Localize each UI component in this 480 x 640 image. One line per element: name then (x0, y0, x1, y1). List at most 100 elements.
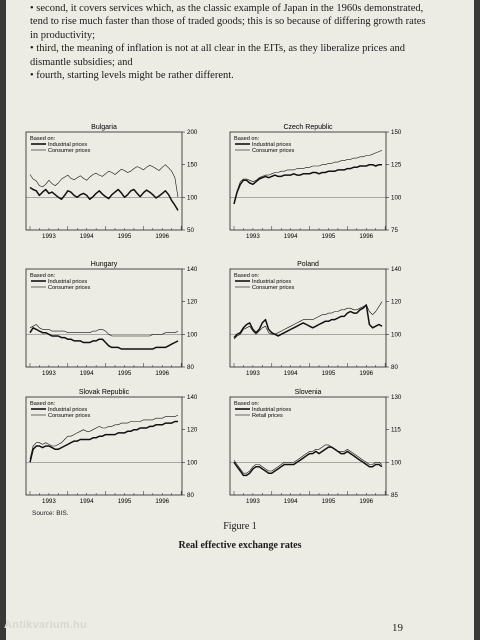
figure-title: Real effective exchange rates (178, 540, 302, 551)
body-paragraph-1: • second, it covers services which, as t… (30, 3, 426, 41)
series-line-consumer-prices (233, 150, 383, 203)
chart-title: Slovenia (295, 389, 322, 396)
x-tick-label: 1995 (118, 370, 132, 377)
body-paragraph-3: • fourth, starting levels might be rathe… (30, 70, 234, 82)
chart-svg: Hungary Based on:Industrial pricesConsume… (25, 261, 198, 377)
plot-frame (25, 131, 183, 231)
x-tick-label: 1995 (322, 498, 336, 505)
book-page: • second, it covers services which, as t… (6, 0, 474, 640)
chart-slovenia: Slovenia Based on: Industrial prices Retail… (226, 383, 436, 518)
chart-czech-republic: Czech Republic Based on: Industrial prices… (226, 118, 436, 253)
x-tick-label: 1995 (118, 233, 132, 240)
plot-frame (229, 268, 387, 368)
source-note: Source: BIS. (32, 510, 69, 517)
series-line-consumer-prices (29, 414, 179, 460)
y-tick-label: 100 (187, 194, 198, 201)
x-tick-label: 1996 (359, 498, 373, 505)
series-line-industrial-prices (233, 163, 382, 205)
plot-frame (25, 268, 183, 368)
x-tick-label: 1996 (155, 233, 169, 240)
legend-entry: Industrial prices (48, 407, 87, 413)
x-tick-label: 1993 (246, 233, 260, 240)
plot-frame (25, 396, 183, 496)
series-line-consumer-prices (29, 324, 179, 337)
legend-entry: Consumer prices (48, 148, 90, 154)
chart-svg: Slovenia Based on:Industrial pricesRetail… (229, 389, 402, 505)
y-tick-label: 120 (187, 299, 198, 306)
y-tick-label: 100 (187, 331, 198, 338)
x-tick-label: 1993 (42, 498, 56, 505)
x-tick-label: 1995 (322, 233, 336, 240)
y-tick-label: 80 (391, 364, 398, 371)
y-tick-label: 140 (187, 266, 198, 273)
chart-hungary: Hungary Based on: Industrial prices Consume… (22, 255, 232, 390)
y-tick-label: 120 (187, 427, 198, 434)
series-line-consumer-prices (233, 301, 383, 340)
x-tick-label: 1994 (284, 233, 298, 240)
plot-frame (229, 131, 387, 231)
y-tick-label: 125 (391, 162, 402, 169)
legend-entry: Consumer prices (48, 413, 90, 419)
x-tick-label: 1993 (246, 498, 260, 505)
series-line-industrial-prices (29, 186, 179, 211)
y-tick-label: 85 (391, 492, 398, 499)
x-tick-label: 1993 (42, 370, 56, 377)
legend-entry: Industrial prices (252, 142, 291, 148)
y-tick-label: 80 (187, 364, 194, 371)
x-tick-label: 1996 (155, 370, 169, 377)
legend-header: Based on: (234, 136, 260, 142)
chart-slovak-republic: Slovak Republic Based on: Industrial price… (22, 383, 232, 518)
series-line-industrial-prices (29, 327, 179, 350)
watermark: Antikvarium.hu (4, 619, 87, 631)
series-line-industrial-prices (233, 304, 383, 339)
y-tick-label: 100 (391, 194, 402, 201)
y-tick-label: 150 (187, 162, 198, 169)
x-tick-label: 1994 (80, 370, 94, 377)
chart-svg: Czech Republic Based on:Industrial prices… (229, 124, 402, 240)
legend-header: Based on: (30, 136, 56, 142)
legend-entry: Retail prices (252, 413, 283, 419)
y-tick-label: 100 (391, 459, 402, 466)
legend-entry: Industrial prices (252, 279, 291, 285)
body-paragraph-2: • third, the meaning of inflation is not… (30, 43, 405, 68)
x-tick-label: 1996 (359, 370, 373, 377)
chart-title: Slovak Republic (79, 389, 130, 396)
y-tick-label: 100 (187, 459, 198, 466)
x-tick-label: 1994 (80, 498, 94, 505)
chart-svg: Slovak Republic Based on:Industrial price… (25, 389, 198, 505)
y-tick-label: 50 (187, 227, 194, 234)
x-tick-label: 1996 (155, 498, 169, 505)
x-tick-label: 1994 (80, 233, 94, 240)
chart-svg: Bulgaria Based on:Industrial pricesConsum… (25, 124, 198, 240)
chart-svg: Poland Based on:Industrial pricesConsumer… (229, 261, 402, 377)
x-tick-label: 1994 (284, 370, 298, 377)
series-line-industrial-prices (233, 446, 383, 477)
x-tick-label: 1995 (118, 498, 132, 505)
x-tick-label: 1993 (42, 233, 56, 240)
legend-header: Based on: (30, 401, 56, 407)
y-tick-label: 100 (391, 331, 402, 338)
legend-entry: Industrial prices (252, 407, 291, 413)
y-tick-label: 130 (391, 394, 402, 401)
legend-entry: Consumer prices (252, 285, 294, 291)
legend-entry: Consumer prices (48, 285, 90, 291)
page-number: 19 (392, 622, 403, 634)
x-tick-label: 1993 (246, 370, 260, 377)
y-tick-label: 140 (187, 394, 198, 401)
chart-title: Poland (297, 261, 319, 268)
y-tick-label: 75 (391, 227, 398, 234)
legend-header: Based on: (234, 273, 260, 279)
legend-header: Based on: (234, 401, 260, 407)
legend-entry: Industrial prices (48, 279, 87, 285)
y-tick-label: 115 (391, 427, 401, 434)
y-tick-label: 120 (391, 299, 402, 306)
y-tick-label: 80 (187, 492, 194, 499)
figure-label: Figure 1 (223, 521, 257, 532)
series-line-industrial-prices (29, 420, 178, 463)
legend-entry: Consumer prices (252, 148, 294, 154)
chart-poland: Poland Based on: Industrial prices Consumer… (226, 255, 436, 390)
x-tick-label: 1995 (322, 370, 336, 377)
body-text: • second, it covers services which, as t… (30, 2, 430, 82)
chart-title: Bulgaria (91, 124, 117, 131)
legend-entry: Industrial prices (48, 142, 87, 148)
